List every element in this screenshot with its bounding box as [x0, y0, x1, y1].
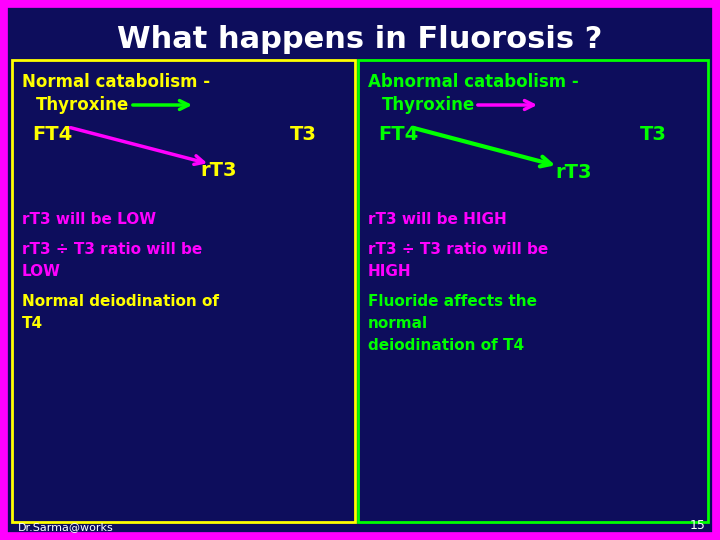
Text: rT3 will be LOW: rT3 will be LOW [22, 213, 156, 227]
Text: normal: normal [368, 316, 428, 332]
Text: FT4: FT4 [378, 125, 418, 145]
Text: 15: 15 [690, 519, 706, 532]
FancyBboxPatch shape [12, 60, 355, 522]
Text: rT3 ÷ T3 ratio will be: rT3 ÷ T3 ratio will be [22, 242, 202, 258]
Text: T4: T4 [22, 316, 43, 332]
Text: deiodination of T4: deiodination of T4 [368, 339, 524, 354]
Text: Fluoride affects the: Fluoride affects the [368, 294, 537, 309]
FancyBboxPatch shape [358, 60, 708, 522]
Text: T3: T3 [640, 125, 667, 145]
Text: rT3 will be HIGH: rT3 will be HIGH [368, 213, 507, 227]
Text: LOW: LOW [22, 265, 61, 280]
Text: Normal deiodination of: Normal deiodination of [22, 294, 219, 309]
Text: Thyroxine: Thyroxine [382, 96, 475, 114]
Text: rT3: rT3 [200, 160, 236, 179]
Text: HIGH: HIGH [368, 265, 412, 280]
Text: Dr.Sarma@works: Dr.Sarma@works [18, 522, 114, 532]
Text: FT4: FT4 [32, 125, 72, 145]
Text: T3: T3 [290, 125, 317, 145]
Text: Abnormal catabolism -: Abnormal catabolism - [368, 73, 579, 91]
FancyBboxPatch shape [3, 3, 717, 537]
Text: Normal catabolism -: Normal catabolism - [22, 73, 210, 91]
Text: Thyroxine: Thyroxine [36, 96, 130, 114]
Text: rT3 ÷ T3 ratio will be: rT3 ÷ T3 ratio will be [368, 242, 548, 258]
Text: rT3: rT3 [555, 163, 592, 181]
Text: What happens in Fluorosis ?: What happens in Fluorosis ? [117, 25, 603, 55]
